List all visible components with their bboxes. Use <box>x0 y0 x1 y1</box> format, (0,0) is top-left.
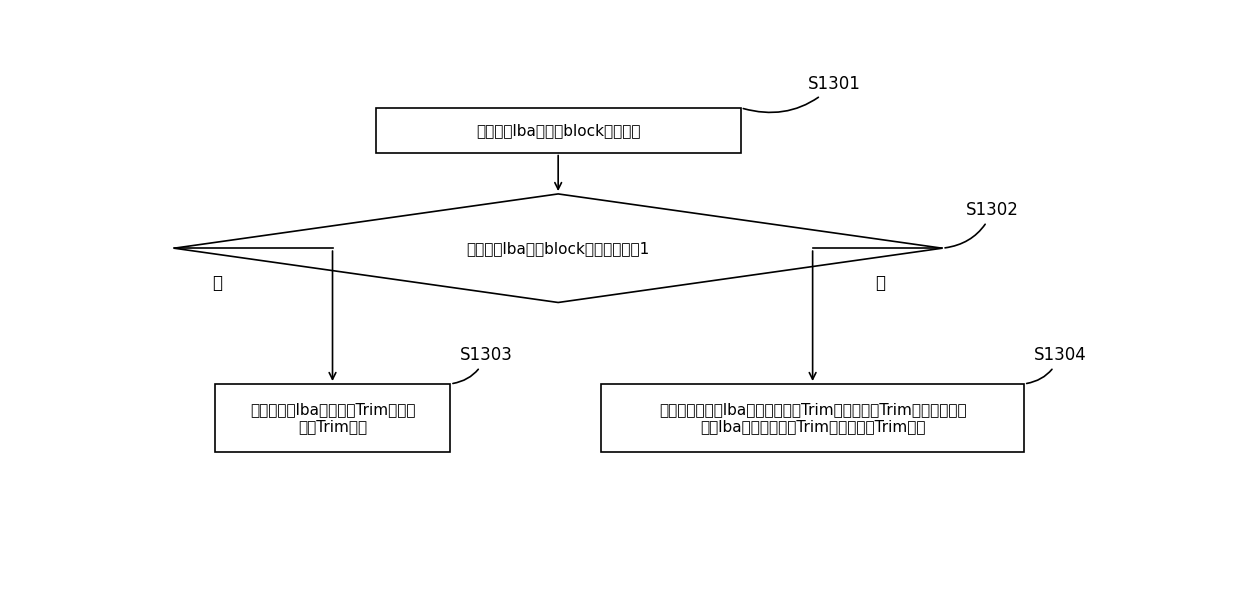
Text: 是: 是 <box>213 274 223 292</box>
FancyBboxPatch shape <box>375 108 741 153</box>
Text: S1303: S1303 <box>453 346 513 384</box>
Text: 读取第一lba区域中block段的数量: 读取第一lba区域中block段的数量 <box>476 123 641 138</box>
Text: 判断第一lba区域block段数量是否为1: 判断第一lba区域block段数量是否为1 <box>467 241 649 256</box>
Text: 否: 否 <box>875 274 885 292</box>
Text: 首先对所述第一lba区域逐一执行Trim命令，验证Trim功能；其次对
第一lba区域同时执行Trim命令，验证Trim功能: 首先对所述第一lba区域逐一执行Trim命令，验证Trim功能；其次对 第一lb… <box>659 402 966 435</box>
Polygon shape <box>173 194 943 302</box>
Text: S1302: S1302 <box>945 201 1020 248</box>
FancyBboxPatch shape <box>601 384 1023 452</box>
FancyBboxPatch shape <box>214 384 450 452</box>
Text: S1301: S1301 <box>743 75 861 112</box>
Text: S1304: S1304 <box>1027 346 1087 384</box>
Text: 对所述第一lba区域执行Trim命令，
验证Trim功能: 对所述第一lba区域执行Trim命令， 验证Trim功能 <box>250 402 415 435</box>
